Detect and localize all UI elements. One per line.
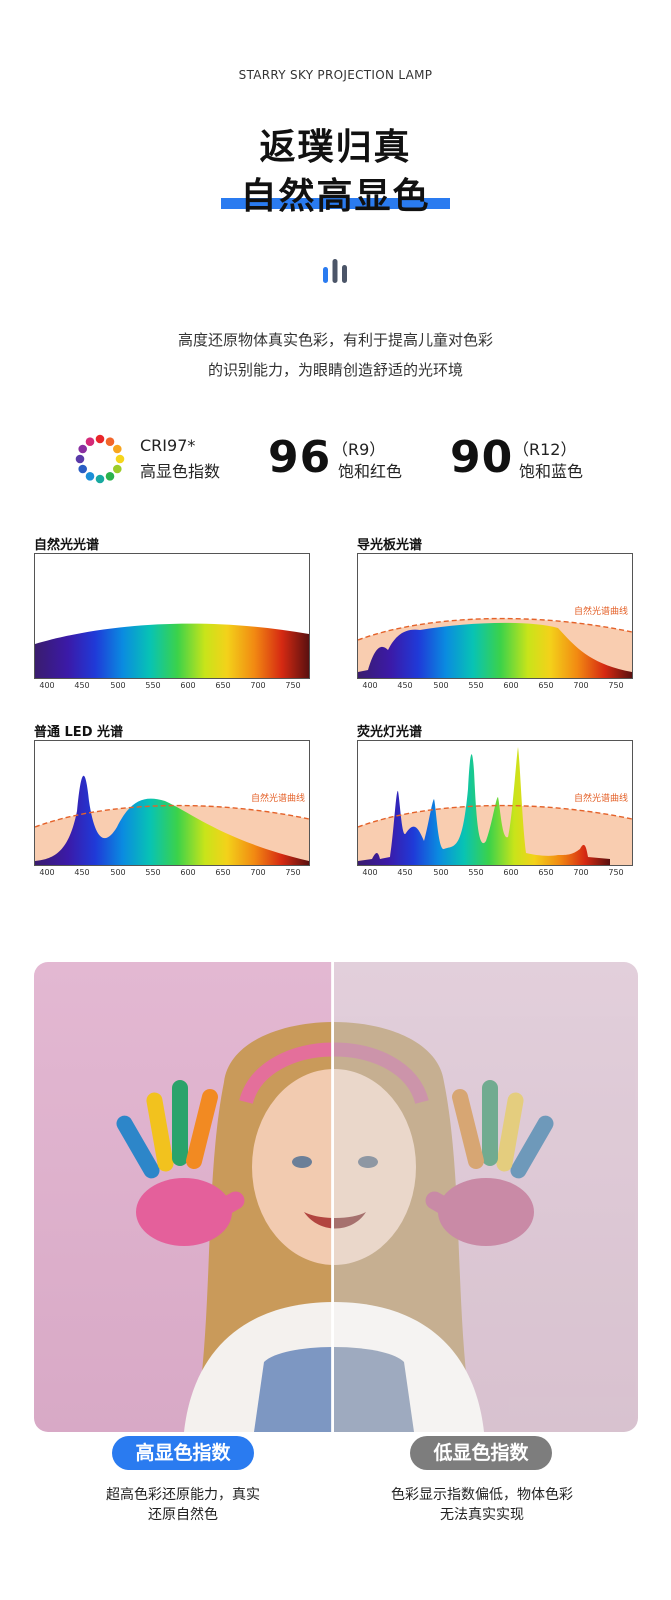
tick-label: 600 [503,681,519,690]
tick-label: 550 [145,681,161,690]
description-line1: 高度还原物体真实色彩，有利于提高儿童对色彩 [177,331,493,349]
spectrum-chart-lightguide: 自然光谱曲线 [357,553,633,679]
tick-row-led: 400 450 500 550 600 650 700 750 [34,868,308,880]
tick-label: 400 [39,868,55,877]
color-wheel-dot [113,444,122,454]
low-cri-badge: 低显色指数 [410,1436,552,1470]
color-wheel-dot [105,437,115,446]
color-wheel-dot [78,444,87,454]
r12-label: 饱和蓝色 [519,462,584,481]
color-wheel-dot [95,434,105,444]
tick-label: 500 [433,681,449,690]
tick-label: 500 [433,868,449,877]
curve-label: 自然光谱曲线 [573,794,628,804]
r9-code: （R9） [332,440,386,459]
color-wheel-dot [75,454,85,464]
tick-label: 500 [110,868,126,877]
tick-label: 750 [608,681,624,690]
tick-label: 600 [503,868,519,877]
tick-label: 650 [215,868,231,877]
tick-label: 700 [573,868,589,877]
spectrum-title-lightguide: 导光板光谱 [357,538,423,553]
high-cri-caption-line2: 还原自然色 [148,1507,218,1523]
tick-row-fluorescent: 400 450 500 550 600 650 700 750 [357,868,631,880]
tick-label: 400 [39,681,55,690]
color-wheel-dot [95,474,105,484]
tick-label: 650 [215,681,231,690]
tick-label: 700 [250,681,266,690]
tick-label: 750 [285,868,301,877]
tick-label: 400 [362,868,378,877]
tick-label: 450 [397,681,413,690]
tick-label: 700 [250,868,266,877]
tick-label: 550 [468,681,484,690]
tick-label: 550 [468,868,484,877]
tick-label: 450 [74,681,90,690]
tick-label: 400 [362,681,378,690]
tick-label: 450 [397,868,413,877]
spectrum-title-fluorescent: 荧光灯光谱 [357,725,423,740]
high-cri-caption-line1: 超高色彩还原能力，真实 [106,1487,260,1503]
r9-label: 饱和红色 [338,462,403,481]
tick-label: 600 [180,868,196,877]
curve-label: 自然光谱曲线 [573,607,628,617]
headline-line2: 自然高显色 [240,176,431,217]
tick-row-lightguide: 400 450 500 550 600 650 700 750 [357,681,631,693]
tick-label: 650 [538,868,554,877]
spectrum-title-led: 普通 LED 光谱 [34,725,124,740]
headline-line2-wrap: 自然高显色 [0,167,671,217]
tick-label: 450 [74,868,90,877]
tick-label: 750 [285,681,301,690]
color-wheel-dot [78,464,87,474]
color-wheel-dot [105,472,115,481]
tick-label: 750 [608,868,624,877]
equalizer-bars-icon [323,259,347,283]
tick-label: 600 [180,681,196,690]
high-cri-badge: 高显色指数 [112,1436,254,1470]
color-wheel-dot [85,472,95,481]
headline-line1: 返璞归真 [259,127,412,168]
comparison-photo [34,962,638,1432]
tick-label: 500 [110,681,126,690]
description-line2: 的识别能力，为眼睛创造舒适的光环境 [207,361,463,379]
color-wheel-dot [113,464,122,474]
spectrum-title-natural: 自然光光谱 [34,538,100,553]
spectrum-chart-fluorescent: 自然光谱曲线 [357,740,633,866]
cri-label: CRI97* [140,436,196,455]
curve-label: 自然光谱曲线 [250,794,305,804]
headline-underline [221,198,450,209]
spectrum-chart-natural [34,553,310,679]
low-cri-caption-line1: 色彩显示指数偏低，物体色彩 [391,1487,573,1503]
color-wheel-dot [115,454,125,464]
color-wheel-dot [85,437,95,446]
cri-sublabel: 高显色指数 [140,462,221,481]
color-wheel-icon [75,434,125,484]
tick-label: 550 [145,868,161,877]
r12-value: 90 [450,432,514,483]
r12-code: （R12） [513,440,577,459]
tick-label: 650 [538,681,554,690]
tick-row-natural: 400 450 500 550 600 650 700 750 [34,681,308,693]
tick-label: 700 [573,681,589,690]
brand-tagline: STARRY SKY PROJECTION LAMP [238,68,433,82]
low-cri-caption-line2: 无法真实实现 [440,1507,524,1523]
r9-value: 96 [268,432,332,483]
spectrum-chart-led: 自然光谱曲线 [34,740,310,866]
